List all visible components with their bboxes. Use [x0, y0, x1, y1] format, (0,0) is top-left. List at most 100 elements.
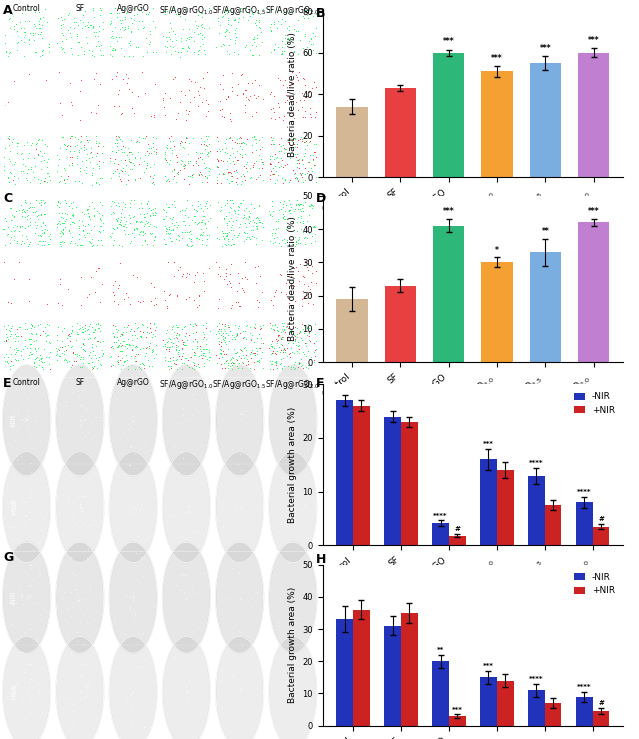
Point	[288, 164, 298, 176]
Point	[288, 595, 298, 607]
Point	[238, 86, 248, 98]
Point	[18, 343, 28, 355]
Point	[12, 235, 22, 247]
Point	[85, 347, 95, 358]
Point	[68, 16, 79, 27]
Point	[235, 300, 245, 312]
Point	[227, 364, 237, 375]
Point	[258, 222, 268, 234]
Point	[134, 627, 144, 639]
Point	[25, 580, 35, 592]
Point	[98, 156, 108, 168]
Point	[242, 486, 252, 498]
Point	[190, 15, 200, 27]
Point	[116, 327, 126, 339]
Point	[192, 21, 203, 33]
Point	[40, 138, 50, 150]
Point	[26, 672, 36, 684]
Point	[273, 1, 284, 13]
Point	[5, 432, 15, 443]
Point	[147, 344, 157, 356]
Point	[222, 147, 232, 159]
Point	[241, 162, 251, 174]
Point	[76, 658, 86, 670]
Point	[122, 696, 132, 708]
Point	[76, 400, 86, 412]
Point	[289, 262, 299, 274]
Point	[306, 162, 316, 174]
Point	[248, 50, 258, 61]
Point	[96, 148, 107, 160]
Point	[237, 143, 247, 154]
Point	[142, 8, 153, 20]
Point	[38, 217, 49, 229]
Point	[33, 608, 43, 620]
Point	[72, 421, 82, 433]
Point	[13, 171, 23, 183]
Point	[304, 35, 314, 47]
Point	[148, 234, 158, 246]
Point	[254, 199, 265, 211]
Point	[6, 214, 16, 226]
Point	[252, 223, 262, 235]
Point	[17, 147, 27, 159]
Point	[98, 23, 109, 35]
Point	[216, 675, 226, 687]
Point	[180, 210, 190, 222]
Point	[164, 345, 174, 357]
Point	[227, 175, 237, 187]
Point	[273, 72, 283, 84]
Point	[110, 21, 120, 33]
Point	[198, 319, 208, 331]
Point	[78, 219, 88, 231]
Point	[76, 130, 86, 142]
Point	[289, 394, 300, 406]
Point	[79, 593, 89, 605]
Point	[65, 328, 75, 340]
Point	[3, 47, 13, 58]
Point	[166, 363, 176, 375]
Point	[185, 170, 195, 182]
Point	[285, 151, 295, 163]
Point	[214, 352, 224, 364]
Point	[227, 194, 237, 205]
Point	[286, 90, 296, 102]
Point	[14, 225, 24, 237]
Point	[300, 498, 311, 510]
Point	[294, 276, 304, 287]
Point	[6, 521, 16, 533]
Point	[24, 658, 35, 670]
Point	[29, 357, 39, 369]
Point	[68, 211, 78, 222]
Point	[222, 537, 233, 548]
Point	[220, 30, 230, 42]
Point	[134, 4, 144, 16]
Point	[275, 151, 286, 163]
Point	[232, 327, 242, 339]
Point	[42, 176, 52, 188]
Point	[13, 330, 23, 342]
Point	[201, 239, 211, 251]
Point	[311, 138, 321, 150]
Point	[96, 214, 106, 226]
Point	[166, 236, 176, 248]
Point	[178, 338, 188, 350]
Point	[54, 273, 65, 285]
Point	[299, 293, 309, 304]
Point	[106, 350, 116, 362]
Point	[131, 348, 141, 360]
Point	[194, 622, 204, 634]
Point	[73, 176, 84, 188]
Point	[70, 140, 80, 151]
Point	[107, 167, 118, 179]
Point	[180, 136, 190, 148]
Point	[212, 146, 222, 157]
Point	[266, 338, 276, 350]
Point	[288, 238, 298, 250]
Point	[8, 174, 18, 186]
Point	[105, 200, 116, 212]
Point	[220, 320, 230, 332]
Point	[142, 341, 152, 353]
Point	[36, 27, 46, 38]
Point	[303, 280, 313, 292]
